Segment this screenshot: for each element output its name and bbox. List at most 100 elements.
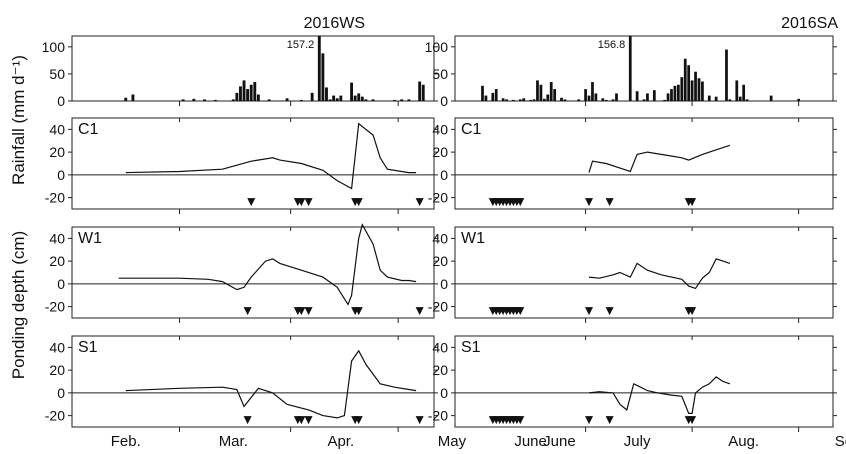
rain-bar <box>546 94 550 101</box>
y-tick-label: 40 <box>432 230 448 246</box>
rain-bar <box>687 65 691 101</box>
drainage-marker <box>516 198 525 207</box>
rain-bar <box>364 99 368 101</box>
drainage-marker <box>354 307 363 316</box>
y-axis-label-rainfall: Rainfall (mm d⁻¹) <box>9 55 28 185</box>
rain-bar <box>532 99 536 101</box>
rain-bar <box>491 92 495 101</box>
rain-bar <box>501 98 505 101</box>
rain-bar <box>769 95 773 101</box>
y-tick-label: -20 <box>45 408 65 424</box>
rain-bar <box>680 77 684 101</box>
panel-label: C1 <box>461 121 482 138</box>
y-tick-label: -20 <box>428 190 448 206</box>
rain-bar <box>192 98 196 101</box>
ponding-series-line <box>588 144 731 173</box>
rain-bar <box>707 95 711 101</box>
rain-bar <box>249 84 253 101</box>
drainage-marker <box>688 416 697 425</box>
rain-bar <box>738 96 742 101</box>
panel-frame <box>454 117 834 210</box>
drainage-marker <box>605 307 614 316</box>
y-tick-label: 20 <box>49 144 65 160</box>
y-tick-label: 0 <box>440 167 448 183</box>
drainage-marker <box>516 307 525 316</box>
rain-bar <box>539 84 543 101</box>
rain-bar <box>235 92 239 101</box>
rain-bar <box>328 99 332 101</box>
rain-bar <box>628 36 632 101</box>
drainage-marker <box>243 307 252 316</box>
rain-bar <box>725 49 728 101</box>
chart-panels: 0 50 100 157.2 0 50 100 156.8 -20 0 20 40 C1 -20 0 20 40… <box>42 35 837 432</box>
rain-bar <box>321 53 325 101</box>
rain-bar <box>673 85 677 101</box>
month-label: Mar. <box>219 433 248 450</box>
rain-bar <box>701 81 704 101</box>
rain-bar <box>563 99 567 101</box>
title-2016ws: 2016WS <box>304 15 365 32</box>
peak-annotation: 157.2 <box>287 39 315 51</box>
y-tick-label: 50 <box>432 66 448 82</box>
y-tick-label: 20 <box>49 362 65 378</box>
rain-bar <box>407 99 411 101</box>
rain-bar <box>536 80 539 101</box>
drainage-marker <box>585 198 594 207</box>
y-tick-label: 20 <box>49 253 65 269</box>
rain-bar <box>203 99 207 101</box>
y-tick-label: 0 <box>57 93 65 109</box>
rain-bar <box>124 97 128 101</box>
rain-bar <box>213 99 217 101</box>
drainage-marker <box>585 416 594 425</box>
drainage-marker <box>297 198 306 207</box>
rain-bar <box>642 99 646 101</box>
ponding-series-line <box>588 258 731 290</box>
drainage-marker <box>304 198 313 207</box>
month-label: Sep. <box>835 433 846 450</box>
drainage-marker <box>243 416 252 425</box>
rain-bar <box>481 85 484 101</box>
panel-ws-C1: -20 0 20 40 C1 <box>45 117 438 214</box>
rain-bar <box>694 71 697 101</box>
panel-frame <box>454 335 834 428</box>
rain-bar <box>646 93 649 101</box>
rain-bar <box>332 95 336 101</box>
rain-bar <box>549 82 553 101</box>
rain-bar <box>253 82 257 101</box>
panel-frame <box>71 226 435 319</box>
panel-frame <box>71 335 435 428</box>
rain-bar <box>239 86 242 101</box>
rain-bar <box>683 58 687 101</box>
rain-bar <box>797 98 801 101</box>
rain-bar <box>256 94 260 101</box>
rain-bar <box>484 95 488 101</box>
rain-bar <box>553 89 557 101</box>
rain-bar <box>494 89 498 101</box>
rain-bar <box>325 87 328 101</box>
panel-frame <box>71 35 435 102</box>
rain-bar <box>357 93 361 101</box>
drainage-marker <box>304 416 313 425</box>
rain-bar <box>267 99 271 101</box>
drainage-marker <box>605 416 614 425</box>
peak-annotation: 156.8 <box>598 39 626 51</box>
panel-label: C1 <box>78 121 99 138</box>
rain-bar <box>690 80 694 101</box>
rain-bar <box>742 84 746 101</box>
drainage-marker <box>585 307 594 316</box>
panel-label: W1 <box>461 230 485 247</box>
rain-bar <box>697 78 701 101</box>
rain-bar <box>371 99 375 101</box>
rain-bar <box>529 99 532 101</box>
rain-bar <box>587 95 591 101</box>
drainage-marker <box>688 307 697 316</box>
y-tick-label: -20 <box>428 299 448 315</box>
month-label: July <box>624 433 651 450</box>
drainage-marker <box>415 307 424 316</box>
rain-bar <box>421 84 425 101</box>
rain-bar <box>635 91 639 101</box>
rain-bar <box>285 98 289 101</box>
y-tick-label: 20 <box>432 253 448 269</box>
y-tick-label: 40 <box>49 230 65 246</box>
